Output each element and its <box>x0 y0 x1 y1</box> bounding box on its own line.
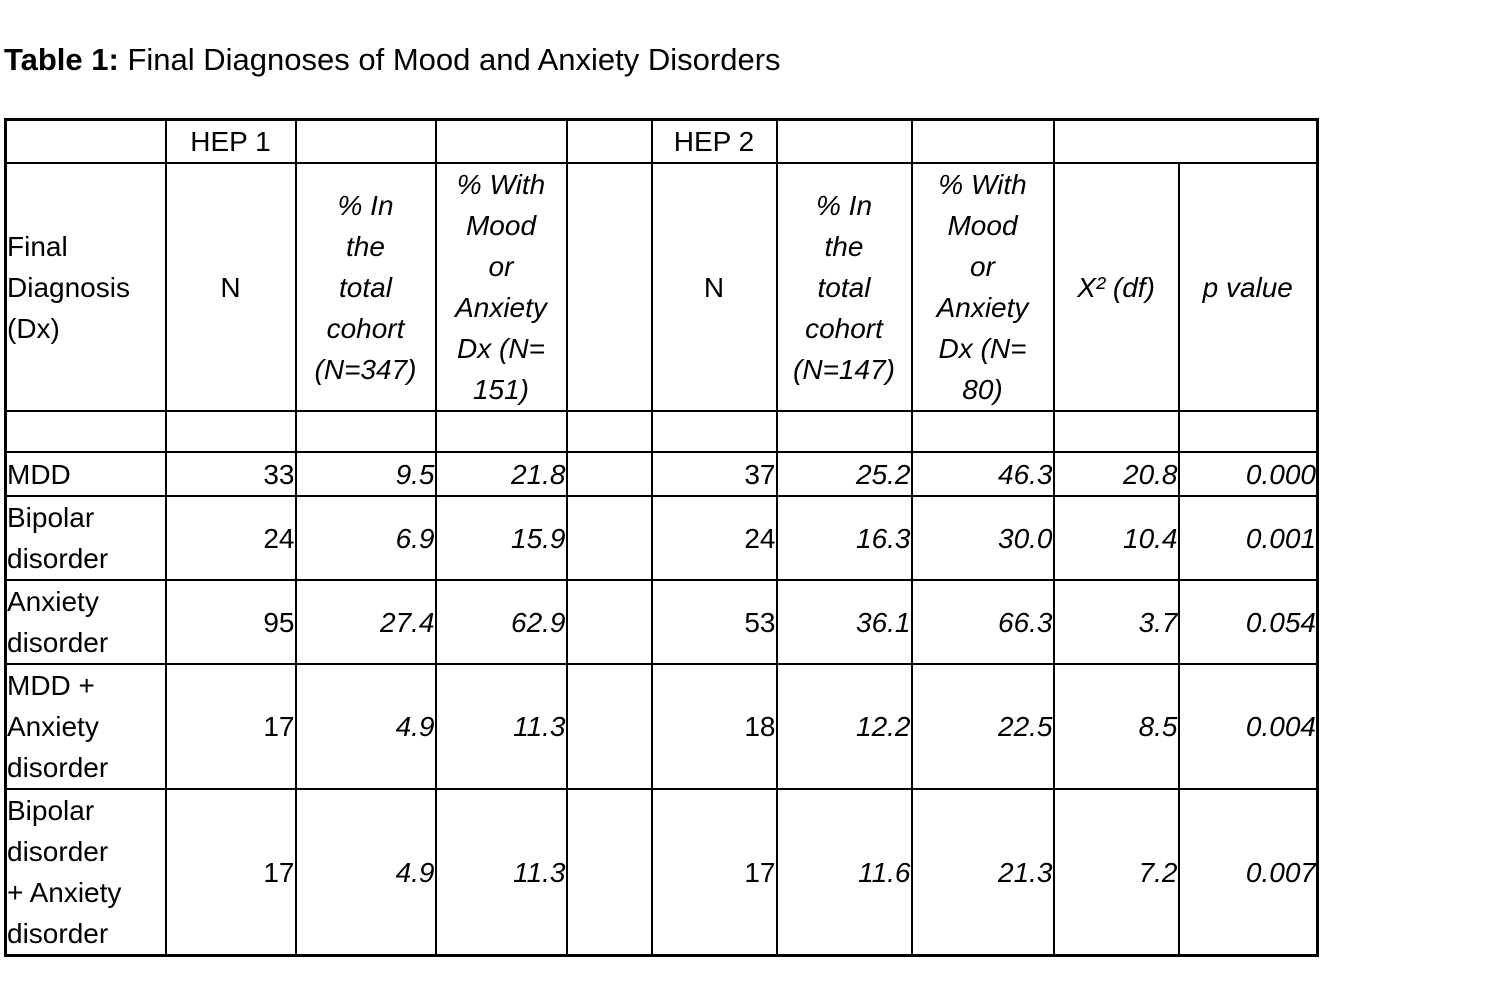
empty-cell <box>910 118 1055 164</box>
hep2-n-cell: 37 <box>650 451 778 497</box>
p-value-cell: 0.004 <box>1177 663 1319 790</box>
hep1-n-cell: 24 <box>164 495 297 581</box>
hep1-pct-mood-cell: 11.3 <box>434 788 568 957</box>
empty-cell <box>775 410 913 453</box>
hep2-pct-mood-cell: 30.0 <box>910 495 1055 581</box>
col-header-final-diagnosis: Final Diagnosis (Dx) <box>4 162 167 412</box>
hep2-pct-cohort-cell: 36.1 <box>775 579 913 665</box>
p-value-cell: 0.054 <box>1177 579 1319 665</box>
dx-cell: Bipolar disorder + Anxiety disorder <box>4 788 167 957</box>
empty-cell <box>164 410 297 453</box>
hep2-pct-cohort-cell: 11.6 <box>775 788 913 957</box>
col-header-hep1-pct-mood: % With Mood or Anxiety Dx (N= 151) <box>434 162 568 412</box>
empty-cell <box>775 118 913 164</box>
table-row-bipolar: Bipolar disorder 24 6.9 15.9 24 16.3 30.… <box>4 495 1319 581</box>
hep1-pct-mood-cell: 62.9 <box>434 579 568 665</box>
empty-cell <box>434 410 568 453</box>
spacer-cell <box>565 663 653 790</box>
col-header-hep1-pct-cohort: % In the total cohort (N=347) <box>294 162 437 412</box>
empty-cell <box>294 410 437 453</box>
hep2-pct-mood-cell: 21.3 <box>910 788 1055 957</box>
group-header-row: HEP 1 HEP 2 <box>4 118 1319 164</box>
hep1-pct-cohort-cell: 4.9 <box>294 788 437 957</box>
table-caption-text: Final Diagnoses of Mood and Anxiety Diso… <box>127 42 781 77</box>
hep1-pct-mood-cell: 21.8 <box>434 451 568 497</box>
empty-cell <box>4 410 167 453</box>
dx-cell: Bipolar disorder <box>4 495 167 581</box>
chi-square-cell: 3.7 <box>1052 579 1180 665</box>
empty-cell <box>1052 410 1180 453</box>
empty-cell <box>910 410 1055 453</box>
spacer-cell <box>565 495 653 581</box>
table-caption: Table 1: Final Diagnoses of Mood and Anx… <box>4 42 1499 78</box>
hep1-group-header: HEP 1 <box>164 118 297 164</box>
diagnoses-table: HEP 1 HEP 2 Final Diagnosis (Dx) N % In … <box>4 118 1319 957</box>
hep2-pct-cohort-cell: 25.2 <box>775 451 913 497</box>
table-row-mdd-anxiety: MDD + Anxiety disorder 17 4.9 11.3 18 12… <box>4 663 1319 790</box>
spacer-cell <box>565 410 653 453</box>
hep1-n-cell: 95 <box>164 579 297 665</box>
table-row-anxiety: Anxiety disorder 95 27.4 62.9 53 36.1 66… <box>4 579 1319 665</box>
chi-square-cell: 20.8 <box>1052 451 1180 497</box>
chi-square-cell: 7.2 <box>1052 788 1180 957</box>
empty-cell <box>434 118 568 164</box>
p-value-cell: 0.000 <box>1177 451 1319 497</box>
hep2-pct-cohort-cell: 12.2 <box>775 663 913 790</box>
hep2-n-cell: 17 <box>650 788 778 957</box>
col-header-hep2-pct-mood: % With Mood or Anxiety Dx (N= 80) <box>910 162 1055 412</box>
table-caption-label: Table 1: <box>4 42 119 77</box>
spacer-cell <box>565 118 653 164</box>
empty-cell <box>650 410 778 453</box>
spacer-cell <box>565 451 653 497</box>
col-header-hep2-n: N <box>650 162 778 412</box>
hep2-pct-mood-cell: 22.5 <box>910 663 1055 790</box>
hep1-pct-cohort-cell: 6.9 <box>294 495 437 581</box>
column-header-row: Final Diagnosis (Dx) N % In the total co… <box>4 162 1319 412</box>
hep1-pct-cohort-cell: 9.5 <box>294 451 437 497</box>
hep2-n-cell: 24 <box>650 495 778 581</box>
empty-row <box>4 410 1319 453</box>
hep1-pct-cohort-cell: 27.4 <box>294 579 437 665</box>
p-value-cell: 0.007 <box>1177 788 1319 957</box>
chi-square-cell: 8.5 <box>1052 663 1180 790</box>
hep1-n-cell: 17 <box>164 788 297 957</box>
col-header-p-value: p value <box>1177 162 1319 412</box>
hep1-pct-cohort-cell: 4.9 <box>294 663 437 790</box>
hep1-pct-mood-cell: 15.9 <box>434 495 568 581</box>
table-row-mdd: MDD 33 9.5 21.8 37 25.2 46.3 20.8 0.000 <box>4 451 1319 497</box>
hep1-pct-mood-cell: 11.3 <box>434 663 568 790</box>
dx-cell: Anxiety disorder <box>4 579 167 665</box>
dx-cell: MDD + Anxiety disorder <box>4 663 167 790</box>
spacer-cell <box>565 162 653 412</box>
hep1-n-cell: 17 <box>164 663 297 790</box>
dx-cell: MDD <box>4 451 167 497</box>
p-value-cell: 0.001 <box>1177 495 1319 581</box>
hep2-n-cell: 53 <box>650 579 778 665</box>
hep2-pct-mood-cell: 66.3 <box>910 579 1055 665</box>
hep1-n-cell: 33 <box>164 451 297 497</box>
empty-cell <box>1177 410 1319 453</box>
empty-cell <box>294 118 437 164</box>
hep2-pct-cohort-cell: 16.3 <box>775 495 913 581</box>
col-header-hep1-n: N <box>164 162 297 412</box>
empty-cell <box>1052 118 1319 164</box>
hep2-pct-mood-cell: 46.3 <box>910 451 1055 497</box>
spacer-cell <box>565 788 653 957</box>
table-row-bipolar-anxiety: Bipolar disorder + Anxiety disorder 17 4… <box>4 788 1319 957</box>
col-header-chi-square: X² (df) <box>1052 162 1180 412</box>
spacer-cell <box>565 579 653 665</box>
hep2-n-cell: 18 <box>650 663 778 790</box>
chi-square-cell: 10.4 <box>1052 495 1180 581</box>
col-header-hep2-pct-cohort: % In the total cohort (N=147) <box>775 162 913 412</box>
empty-cell <box>4 118 167 164</box>
hep2-group-header: HEP 2 <box>650 118 778 164</box>
